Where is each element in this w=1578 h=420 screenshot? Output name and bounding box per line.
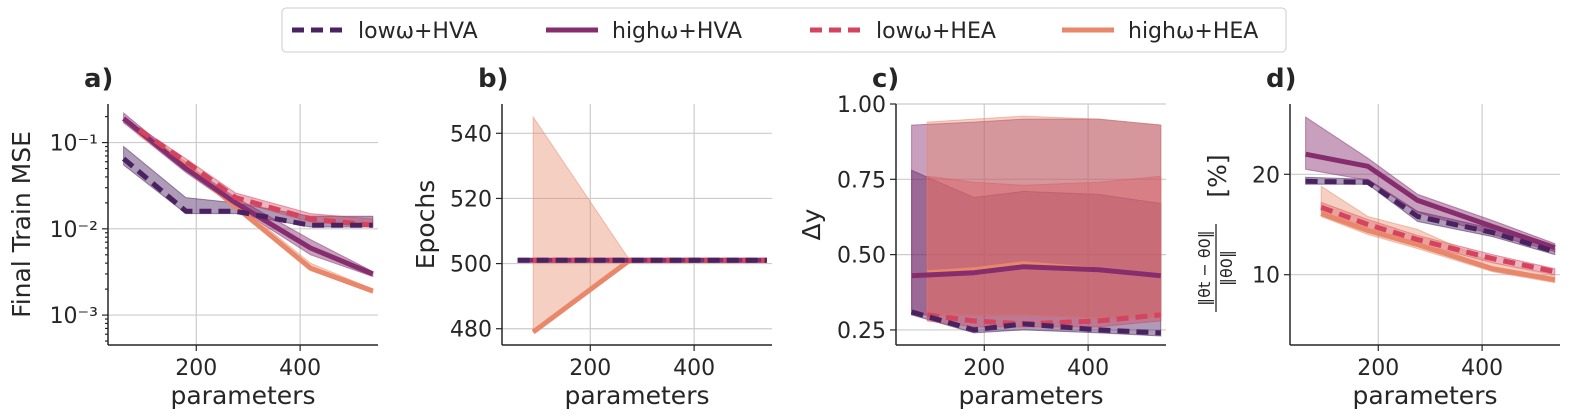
legend-item-highHVA: highω+HVA <box>546 19 742 44</box>
panel-label: d) <box>1266 64 1297 94</box>
line-lowHVA <box>910 309 1161 336</box>
panel-c: 200 400 0.25 0.50 0.75 1.00c) parameters Δy <box>797 64 1166 410</box>
legend: lowω+HVA highω+HVA lowω+HEA highω+HEA <box>281 7 1287 53</box>
legend-label-lowHEA: lowω+HEA <box>876 19 996 44</box>
y-tick-label: 10⁻¹ <box>50 132 98 157</box>
y-tick-label: 0.25 <box>837 319 886 344</box>
legend-label-highHVA: highω+HVA <box>612 19 742 44</box>
x-tick-label: 400 <box>279 356 321 381</box>
panels: 200 400 10⁻¹ 10⁻² 10⁻³ a) parameters Final Trai… <box>7 64 1560 410</box>
line-lowHEA <box>1320 205 1556 275</box>
band-lowHVA <box>911 169 1162 337</box>
panel-label: c) <box>872 64 899 94</box>
series-layer <box>1305 116 1556 284</box>
y-label-numerator: ‖θt − θ0‖ <box>1195 230 1214 306</box>
line-highHVA <box>1305 151 1556 250</box>
line-highHVA <box>911 264 1162 279</box>
line-lowHVA <box>121 156 373 228</box>
x-tick-label: 400 <box>1461 356 1503 381</box>
line-highHVA <box>122 116 374 277</box>
x-tick-label: 400 <box>673 356 715 381</box>
x-axis-label: parameters <box>564 381 709 410</box>
x-axis-label: parameters <box>170 381 315 410</box>
x-tick-label: 200 <box>569 356 611 381</box>
y-tick-label: 540 <box>450 122 492 147</box>
series-layer <box>517 115 767 335</box>
line-lowHVA <box>1305 178 1556 254</box>
line-lowHEA <box>137 127 374 228</box>
line-highHEA <box>1320 211 1556 283</box>
series-layer <box>910 115 1162 337</box>
y-tick-label: 1.00 <box>837 93 886 118</box>
y-axis-label: Epochs <box>411 180 440 270</box>
legend-item-lowHEA: lowω+HEA <box>810 19 996 44</box>
legend-label-highHEA: highω+HEA <box>1128 19 1258 44</box>
grid-lines <box>502 104 772 345</box>
y-tick-label: 0.75 <box>837 168 886 193</box>
legend-label-lowHVA: lowω+HVA <box>358 19 478 44</box>
x-tick-label: 200 <box>175 356 217 381</box>
y-tick-label: 20 <box>1252 163 1280 188</box>
y-tick-label: 10 <box>1252 264 1280 289</box>
legend-item-lowHVA: lowω+HVA <box>292 19 478 44</box>
panel-label: b) <box>478 64 509 94</box>
panel-a: 200 400 10⁻¹ 10⁻² 10⁻³ a) parameters Final Trai… <box>7 64 378 410</box>
y-tick-label: 520 <box>450 187 492 212</box>
y-tick-label: 0.50 <box>837 244 886 269</box>
x-axis-label: parameters <box>1352 381 1497 410</box>
x-tick-label: 400 <box>1067 356 1109 381</box>
y-tick-label: 500 <box>450 253 492 278</box>
legend-frame <box>281 7 1287 53</box>
x-axis-label: parameters <box>958 381 1103 410</box>
y-axis-label: Δy <box>797 208 826 240</box>
band-highHEA <box>926 115 1162 319</box>
y-tick-label: 10⁻³ <box>50 304 98 329</box>
y-axis-label: Final Train MSE <box>7 131 36 318</box>
y-label-denominator: ‖θ0‖ <box>1217 250 1236 286</box>
panel-b: 200 400 480 500 520 540 b) parameters Epochs <box>411 64 772 410</box>
band-highHEA <box>532 115 767 333</box>
series-layer <box>121 111 374 294</box>
panel-label: a) <box>84 64 113 94</box>
y-tick-label: 480 <box>450 318 492 343</box>
panel-d: 200 400 10 20 d) parameters [%] ‖θt − θ0‖ ‖θ0‖ <box>1195 64 1560 410</box>
y-tick-label: 10⁻² <box>50 218 98 243</box>
legend-item-highHEA: highω+HEA <box>1062 19 1258 44</box>
x-tick-label: 200 <box>1357 356 1399 381</box>
x-tick-label: 200 <box>963 356 1005 381</box>
y-axis-label: [%] <box>1203 154 1232 197</box>
